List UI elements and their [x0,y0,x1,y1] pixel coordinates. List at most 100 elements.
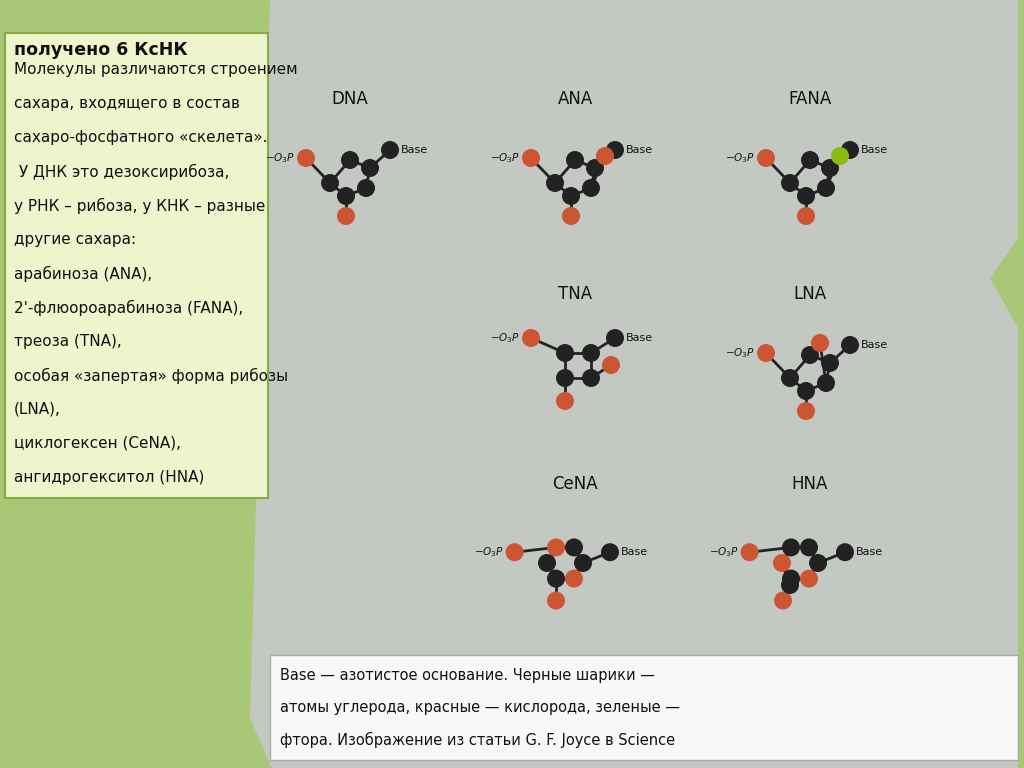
Circle shape [817,179,835,197]
Circle shape [341,151,359,169]
Circle shape [757,344,775,362]
Text: Base: Base [621,547,648,558]
Circle shape [361,159,379,177]
Circle shape [506,543,523,561]
Text: другие сахара:: другие сахара: [14,232,136,247]
Circle shape [565,570,583,588]
Circle shape [601,543,618,561]
Circle shape [797,402,815,420]
Text: $-O_3P$: $-O_3P$ [490,331,520,345]
Text: особая «запертая» форма рибозы: особая «запертая» форма рибозы [14,368,288,384]
Text: У ДНК это дезоксирибоза,: У ДНК это дезоксирибоза, [14,164,229,180]
Circle shape [547,538,565,556]
Circle shape [337,187,355,205]
Circle shape [582,179,600,197]
Circle shape [740,543,759,561]
Circle shape [582,369,600,387]
FancyBboxPatch shape [270,655,1018,760]
Text: $-O_3P$: $-O_3P$ [725,346,755,360]
Circle shape [809,554,827,572]
Text: сахара, входящего в состав: сахара, входящего в состав [14,96,240,111]
Circle shape [297,149,315,167]
Circle shape [381,141,399,159]
Circle shape [606,329,624,347]
Text: Молекулы различаются строением: Молекулы различаются строением [14,62,298,77]
Text: циклогексен (CeNA),: циклогексен (CeNA), [14,436,181,451]
Text: $-O_3P$: $-O_3P$ [265,151,295,165]
Circle shape [781,576,799,594]
Text: Base: Base [401,145,428,155]
Circle shape [797,382,815,400]
Circle shape [797,207,815,225]
Circle shape [811,334,829,352]
Circle shape [801,346,819,364]
Text: Base — азотистое основание. Черные шарики —: Base — азотистое основание. Черные шарик… [280,668,655,683]
Polygon shape [250,0,1018,768]
Circle shape [565,538,583,556]
Circle shape [797,187,815,205]
Circle shape [574,554,592,572]
Text: Base: Base [626,333,653,343]
Text: TNA: TNA [558,285,592,303]
Text: треоза (TNA),: треоза (TNA), [14,334,122,349]
Text: получено 6 КсНК: получено 6 КсНК [14,41,187,59]
Circle shape [556,369,574,387]
Circle shape [817,374,835,392]
Circle shape [602,356,620,374]
Text: 2'-флюороарабиноза (FANA),: 2'-флюороарабиноза (FANA), [14,300,244,316]
Text: ангидрогекситол (HNA): ангидрогекситол (HNA) [14,470,205,485]
Circle shape [781,174,799,192]
Text: (LNA),: (LNA), [14,402,60,417]
Text: $-O_3P$: $-O_3P$ [725,151,755,165]
Circle shape [821,159,839,177]
Text: Base: Base [861,340,888,350]
Circle shape [821,354,839,372]
Text: HNA: HNA [792,475,828,493]
Circle shape [606,141,624,159]
Text: арабиноза (ANA),: арабиноза (ANA), [14,266,153,282]
Text: $-O_3P$: $-O_3P$ [473,545,504,559]
Circle shape [562,187,580,205]
Text: Base: Base [861,145,888,155]
Text: атомы углерода, красные — кислорода, зеленые —: атомы углерода, красные — кислорода, зел… [280,700,680,715]
Text: LNA: LNA [794,285,826,303]
Circle shape [538,554,556,572]
Text: Base: Base [856,547,883,558]
Circle shape [556,344,574,362]
Circle shape [321,174,339,192]
Circle shape [841,141,859,159]
Text: сахаро-фосфатного «скелета».: сахаро-фосфатного «скелета». [14,130,267,145]
Circle shape [774,591,792,610]
Circle shape [556,392,574,410]
Text: DNA: DNA [332,90,369,108]
Circle shape [841,336,859,354]
Text: $-O_3P$: $-O_3P$ [490,151,520,165]
Text: у РНК – рибоза, у КНК – разные: у РНК – рибоза, у КНК – разные [14,198,265,214]
Circle shape [357,179,375,197]
Circle shape [836,543,854,561]
Circle shape [757,149,775,167]
Circle shape [522,149,540,167]
Circle shape [831,147,849,165]
Circle shape [782,570,800,588]
Text: CeNA: CeNA [552,475,598,493]
Circle shape [547,570,565,588]
Circle shape [566,151,584,169]
Circle shape [522,329,540,347]
Circle shape [801,151,819,169]
Circle shape [781,369,799,387]
Text: фтора. Изображение из статьи G. F. Joyce в Science: фтора. Изображение из статьи G. F. Joyce… [280,732,675,748]
Circle shape [586,159,604,177]
Circle shape [337,207,355,225]
Text: Base: Base [626,145,653,155]
FancyBboxPatch shape [5,33,268,498]
Text: ANA: ANA [557,90,593,108]
Circle shape [782,538,800,556]
Circle shape [773,554,791,572]
Circle shape [800,538,818,556]
Circle shape [562,207,580,225]
Circle shape [546,174,564,192]
Circle shape [547,591,565,610]
Text: FANA: FANA [788,90,831,108]
Text: $-O_3P$: $-O_3P$ [709,545,738,559]
